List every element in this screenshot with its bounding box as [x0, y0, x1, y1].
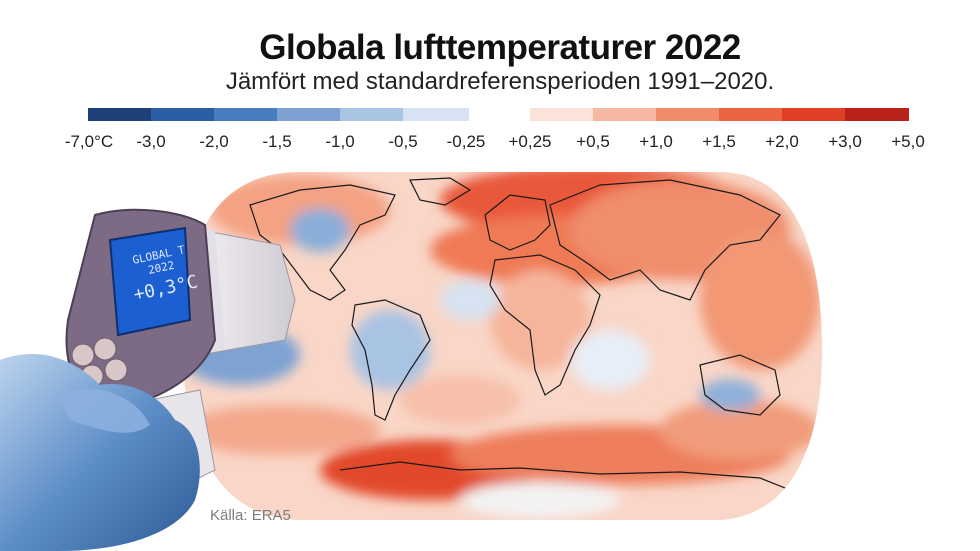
cool-region — [350, 310, 430, 390]
color-legend: -7,0°C -3,0 -2,0 -1,5 -1,0 -0,5 -0,25 +0… — [0, 108, 980, 158]
legend-swatch — [340, 108, 403, 121]
thermometer-button — [71, 343, 95, 367]
legend-label: +1,0 — [639, 132, 673, 151]
gloved-hand — [0, 354, 200, 551]
page-subtitle: Jämfört med standardreferensperioden 199… — [225, 68, 775, 95]
legend-label: +0,25 — [508, 132, 552, 151]
warm-region — [490, 270, 590, 370]
europe-outline — [484, 194, 551, 251]
legend-swatch — [277, 108, 340, 121]
warm-region — [400, 375, 520, 425]
legend-label: +3,0 — [828, 132, 862, 151]
legend-label: +5,0 — [891, 132, 925, 151]
cool-region — [290, 208, 350, 252]
legend-label: -2,0 — [199, 132, 229, 151]
legend-swatch — [845, 108, 909, 121]
warm-region — [182, 405, 380, 455]
legend-swatch — [593, 108, 656, 121]
legend-label: -1,0 — [325, 132, 355, 151]
legend-label: -1,5 — [262, 132, 292, 151]
antarctica-outline — [339, 461, 791, 491]
cool-region — [700, 379, 760, 411]
legend-swatch — [782, 108, 845, 121]
legend-swatch — [656, 108, 719, 121]
greenland-outline — [409, 177, 472, 206]
warm-region — [660, 400, 820, 460]
coastlines — [249, 177, 791, 491]
legend-label: +0,5 — [576, 132, 610, 151]
legend-swatch — [151, 108, 214, 121]
thermometer-button — [104, 358, 128, 382]
warm-region — [700, 230, 820, 370]
legend-label: -3,0 — [136, 132, 166, 151]
legend-swatch — [719, 108, 782, 121]
legend-swatch — [403, 108, 469, 121]
gloved-thumb — [60, 389, 150, 433]
legend-swatch — [88, 108, 151, 121]
south-america-outline — [351, 299, 431, 421]
legend-swatch — [530, 108, 593, 121]
legend-label: -0,25 — [446, 132, 486, 151]
thermometer-button — [93, 337, 117, 361]
page-title: Globala lufttemperaturer 2022 — [259, 28, 741, 67]
africa-outline — [489, 254, 601, 396]
cool-region — [440, 280, 500, 320]
cool-region — [570, 330, 650, 390]
thermometer-screen — [108, 226, 192, 337]
asia-outline — [549, 179, 781, 301]
source-credit: Källa: ERA5 — [210, 507, 291, 524]
legend-swatch — [214, 108, 277, 121]
legend-label: -0,5 — [388, 132, 418, 151]
australia-outline — [699, 354, 781, 416]
legend-label: -7,0°C — [64, 132, 114, 151]
infrared-thermometer-illustration — [0, 208, 296, 551]
north-america-outline — [249, 184, 396, 301]
cool-region — [460, 482, 620, 518]
legend-label: +2,0 — [765, 132, 799, 151]
legend-label: +1,5 — [702, 132, 736, 151]
